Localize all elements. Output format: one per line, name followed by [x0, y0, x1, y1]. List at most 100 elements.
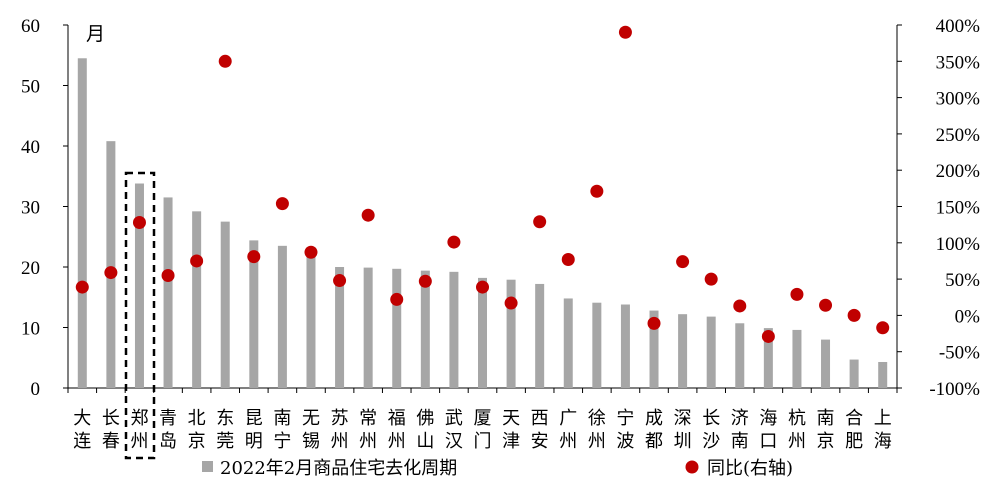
category-label: 大连 — [73, 408, 91, 452]
bar — [849, 359, 859, 388]
left-tick-label: 10 — [21, 319, 40, 340]
right-tick-label: 400% — [936, 16, 981, 37]
category-label: 常州 — [359, 408, 377, 452]
scatter-point — [647, 316, 661, 330]
right-tick-label: -100% — [929, 379, 980, 400]
bar — [706, 316, 716, 388]
category-label: 无锡 — [302, 408, 320, 452]
scatter-point — [618, 25, 632, 39]
category-label: 苏州 — [331, 408, 349, 452]
bar — [478, 277, 487, 388]
left-tick-label: 40 — [21, 137, 40, 158]
right-tick-label: 100% — [936, 234, 981, 255]
bar — [878, 361, 888, 388]
category-label: 佛山 — [416, 408, 434, 452]
bar — [220, 221, 230, 388]
scatter-point — [447, 235, 461, 249]
scatter-point — [704, 272, 718, 286]
bar — [678, 314, 688, 388]
category-label: 长沙 — [702, 408, 720, 452]
bar — [821, 339, 831, 388]
scatter-point — [333, 274, 347, 288]
axes: 0 10 20 30 40 50 60 -100% -50% 0% 50% 100% 150% 200% 2… — [21, 16, 980, 400]
category-label: 东莞 — [216, 408, 234, 452]
bar — [277, 245, 287, 388]
bar — [563, 298, 573, 388]
legend-dot-label: 同比(右轴) — [707, 458, 793, 479]
category-label: 南宁 — [273, 408, 291, 452]
right-tick-label: -50% — [939, 343, 980, 364]
bar — [592, 302, 602, 388]
bar — [335, 267, 345, 388]
bar — [649, 310, 659, 388]
left-tick-label: 30 — [21, 198, 40, 219]
bar — [506, 279, 516, 388]
scatter-point — [533, 215, 547, 229]
category-label: 上海 — [874, 408, 892, 452]
bar — [163, 197, 173, 388]
bar-series — [77, 58, 888, 389]
left-tick-label: 50 — [21, 77, 40, 98]
legend: 2022年2月商品住宅去化周期 同比(右轴) — [202, 458, 793, 479]
bar — [763, 328, 773, 388]
scatter-point — [733, 299, 747, 313]
category-label: 昆明 — [245, 408, 263, 452]
category-label: 合肥 — [845, 408, 863, 452]
legend-bar-label: 2022年2月商品住宅去化周期 — [220, 458, 457, 479]
right-tick-label: 350% — [936, 52, 981, 73]
scatter-point — [104, 266, 118, 280]
scatter-point — [676, 255, 690, 269]
left-tick-label: 20 — [21, 258, 40, 279]
bar — [363, 267, 373, 388]
bar — [106, 141, 116, 388]
category-label: 南京 — [817, 408, 835, 452]
left-tick-label: 60 — [21, 16, 40, 37]
scatter-point — [161, 268, 175, 282]
bar — [449, 271, 459, 388]
scatter-point — [761, 329, 775, 343]
scatter-point — [790, 287, 804, 301]
category-label: 杭州 — [788, 408, 806, 452]
bar — [192, 211, 202, 388]
category-label: 济南 — [731, 408, 749, 452]
scatter-point — [218, 54, 232, 68]
bar — [620, 304, 630, 388]
scatter-point — [876, 321, 890, 335]
scatter-point — [132, 215, 146, 229]
bar — [792, 329, 802, 388]
category-label: 成都 — [645, 408, 663, 452]
bar — [535, 283, 545, 388]
category-label: 长春 — [102, 408, 120, 452]
right-tick-label: 300% — [936, 89, 981, 110]
category-label: 青岛 — [159, 408, 177, 452]
scatter-point — [304, 245, 318, 259]
right-tick-label: 200% — [936, 161, 981, 182]
bar — [735, 323, 745, 388]
bar — [306, 247, 316, 388]
bar — [249, 240, 259, 388]
scatter-point — [476, 280, 489, 294]
scatter-series — [75, 25, 890, 343]
category-label: 厦门 — [474, 408, 492, 452]
category-label: 海口 — [759, 408, 777, 452]
category-label: 西安 — [531, 408, 549, 452]
scatter-point — [819, 298, 833, 312]
scatter-point — [190, 254, 204, 268]
category-label: 天津 — [502, 408, 520, 452]
bar — [77, 58, 87, 389]
category-label: 武汉 — [445, 408, 463, 452]
right-tick-label: 250% — [936, 125, 981, 146]
category-label: 宁波 — [616, 408, 634, 452]
category-label: 郑州 — [130, 408, 148, 452]
bar — [134, 183, 144, 388]
legend-bar-swatch — [202, 461, 213, 472]
bar — [420, 270, 430, 388]
right-tick-label: 50% — [945, 270, 980, 291]
scatter-point — [504, 296, 518, 310]
category-labels: 大连长春郑州青岛北京东莞昆明南宁无锡苏州常州福州佛山武汉厦门天津西安广州徐州宁波… — [73, 408, 891, 452]
scatter-point — [390, 292, 404, 306]
category-label: 福州 — [388, 408, 406, 452]
scatter-point — [75, 280, 89, 294]
